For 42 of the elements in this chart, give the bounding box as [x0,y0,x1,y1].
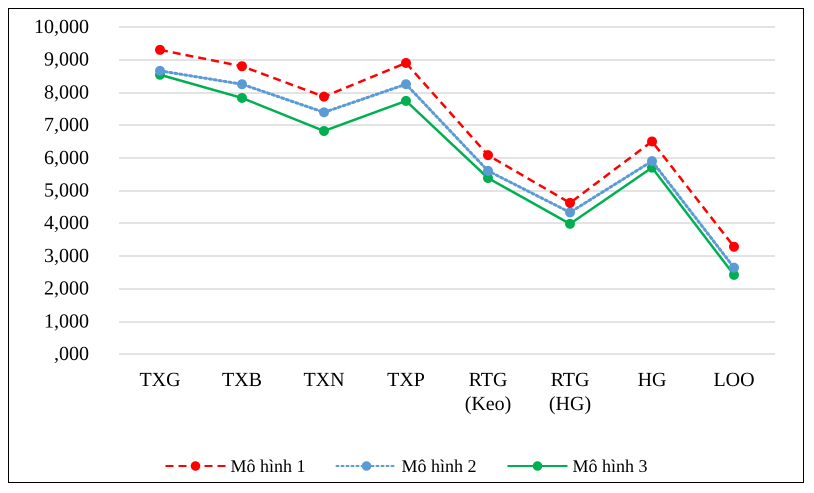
point [565,218,575,229]
legend-label: Mô hình 3 [572,456,648,476]
y-tick-label: ,000 [54,343,89,365]
point [565,198,575,208]
point [483,166,493,176]
point [401,96,411,106]
y-tick-label: 6,000 [44,146,89,169]
x-tick-label: RTG (Keo) [464,369,512,415]
x-tick-label: HG [638,369,666,391]
point [401,79,411,90]
x-tick-label: TXB [222,369,262,391]
point [237,92,247,103]
y-tick-label: 4,000 [44,212,89,234]
point [155,44,165,55]
point [237,61,247,72]
point [647,156,657,166]
point [401,58,411,68]
x-tick-label: TXP [387,369,425,391]
y-tick-label: 1,000 [44,310,89,332]
x-tick-label: TXG [139,369,181,391]
point [155,66,165,76]
legend-label: Mô hình 2 [401,456,477,476]
point [647,136,657,146]
x-tick-label: RTG (HG) [548,369,592,415]
point [729,242,739,252]
x-tick-label: TXN [303,369,345,391]
y-tick-label: 7,000 [44,114,89,136]
point [565,207,575,218]
y-tick-label: 2,000 [44,278,89,300]
y-tick-label: 10,000 [34,16,89,38]
point [237,79,247,90]
point [729,262,739,273]
y-tick-label: 9,000 [44,48,89,71]
x-tick-label: LOO [713,369,755,391]
point [319,126,329,136]
point [319,92,329,102]
point [319,107,329,118]
y-tick-label: 8,000 [44,81,89,104]
point [483,150,493,160]
y-tick-label: 3,000 [44,244,89,267]
y-tick-label: 5,000 [44,180,89,202]
legend-label: Mô hình 1 [230,456,306,476]
